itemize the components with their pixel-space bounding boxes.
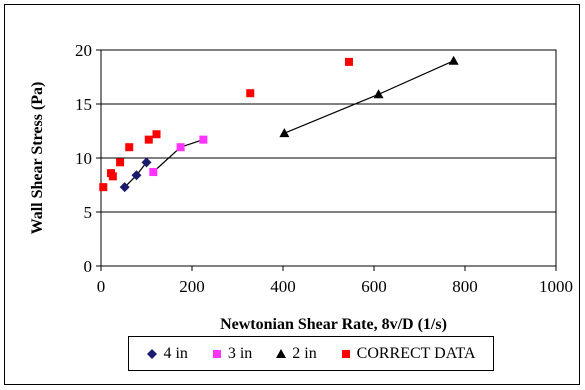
x-axis-title: Newtonian Shear Rate, 8v/D (1/s) (220, 316, 447, 333)
legend-marker-3-in (212, 349, 221, 358)
chart-frame (4, 4, 580, 385)
legend-marker-2-in (276, 348, 287, 358)
data-points (99, 55, 459, 193)
point-correct-data (344, 57, 353, 66)
y-axis-title: Wall Shear Stress (Pa) (29, 82, 46, 235)
point-correct-data (99, 183, 108, 192)
y-tick-label: 5 (84, 203, 93, 222)
point-2-in (373, 89, 384, 99)
legend-label: 2 in (292, 344, 317, 362)
legend-label: CORRECT DATA (356, 344, 476, 362)
point-correct-data (116, 158, 125, 167)
y-tick-label: 0 (84, 257, 93, 276)
x-tick-label: 200 (179, 277, 205, 296)
point-2-in (448, 55, 459, 65)
legend-item-4-in: 4 in (146, 344, 188, 363)
x-tick-label: 1000 (539, 277, 573, 296)
point-3-in (149, 168, 158, 177)
plot-area (100, 49, 557, 267)
legend-item-3-in: 3 in (211, 345, 252, 363)
legend-marker-4-in (147, 348, 158, 359)
legend-item-correct-data: CORRECT DATA (340, 345, 476, 363)
grid-lines (101, 49, 556, 213)
point-2-in (279, 128, 290, 138)
point-4-in (131, 170, 142, 181)
axes (96, 49, 557, 271)
legend-label: 4 in (163, 344, 188, 362)
x-tick-label: 600 (361, 277, 387, 296)
trendline-2-in (284, 60, 454, 134)
y-tick-label: 15 (75, 95, 92, 114)
point-correct-data (152, 130, 161, 139)
point-correct-data (144, 135, 153, 144)
point-correct-data (125, 143, 134, 152)
x-tick-label: 400 (270, 277, 296, 296)
x-tick-label: 800 (452, 277, 478, 296)
legend-marker-correct-data (341, 349, 350, 358)
point-4-in (141, 157, 152, 168)
legend: 4 in 3 in 2 in CORRECT DATA (128, 336, 494, 371)
legend-item-2-in: 2 in (275, 344, 317, 363)
y-tick-label: 10 (75, 149, 92, 168)
point-correct-data (108, 172, 117, 181)
point-correct-data (246, 89, 255, 98)
point-3-in (176, 143, 185, 152)
legend-label: 3 in (227, 344, 253, 362)
point-4-in (119, 182, 130, 193)
y-tick-label: 20 (75, 41, 92, 60)
trendlines (124, 60, 454, 188)
x-tick-label: 0 (97, 277, 106, 296)
point-3-in (199, 135, 208, 144)
